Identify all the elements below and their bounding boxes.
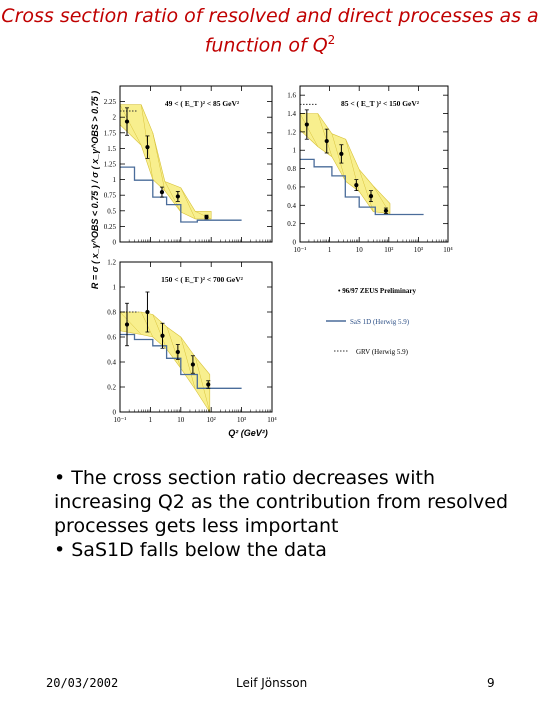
slide-title-superscript: 2 — [327, 33, 336, 47]
legend-entry-sas1d: SaS 1D (Herwig 5.9) — [350, 318, 410, 326]
y-tick-label: 2 — [113, 114, 117, 122]
x-tick-label: 10⁻¹ — [114, 416, 127, 424]
band-hatch-line — [195, 211, 212, 220]
band-hatch-line — [317, 113, 333, 157]
slide-title: Cross section ratio of resolved and dire… — [0, 4, 540, 57]
y-tick-label: 0 — [113, 239, 117, 247]
y-tick-label: 0.4 — [107, 359, 116, 367]
data-point — [206, 382, 211, 387]
band-hatch-line — [166, 326, 182, 369]
x-tick-label: 10 — [356, 246, 364, 254]
band-hatch-line — [331, 133, 346, 182]
y-tick-label: 1.2 — [287, 128, 296, 136]
y-tick-label: 1.5 — [107, 145, 116, 153]
y-tick-label: 1.25 — [104, 161, 117, 169]
data-point — [304, 122, 309, 127]
x-tick-label: 1 — [149, 416, 153, 424]
y-tick-label: 1.2 — [107, 259, 116, 267]
y-tick-label: 1.4 — [287, 110, 296, 118]
x-tick-label: 10² — [207, 416, 216, 424]
x-tick-label: 10³ — [237, 416, 246, 424]
bullet-item: • SaS1D falls below the data — [54, 539, 327, 561]
x-tick-label: 10 — [177, 416, 185, 424]
y-tick-label: 0.8 — [287, 165, 296, 173]
y-tick-label: 1.75 — [104, 129, 117, 137]
legend-entry-data: • 96/97 ZEUS Preliminary — [338, 287, 416, 295]
cross-section-ratio-figure: 0 0.25 0.5 0.75 1 1.25 1.5 1.75 2 2.25 49 < ( E_T … — [90, 85, 453, 438]
y-tick-label: 0 — [293, 239, 297, 247]
chart-legend: • 96/97 ZEUS Preliminary SaS 1D (Herwig 5… — [326, 287, 416, 356]
x-tick-label: 1 — [328, 246, 332, 254]
chart-panel-1: 0 0.25 0.5 0.75 1 1.25 1.5 1.75 2 2.25 49 < ( E_T … — [104, 85, 273, 247]
data-point — [368, 194, 374, 199]
data-point — [124, 119, 130, 124]
band-hatch-line — [119, 311, 142, 335]
y-tick-label: 2.25 — [104, 98, 117, 106]
x-axis-label: Q² (GeV²) — [228, 428, 268, 438]
grv-uncertainty-band — [119, 104, 212, 220]
panel-frame — [299, 85, 449, 243]
footer-page-number: 9 — [487, 676, 495, 690]
band-hatch-line — [180, 187, 196, 220]
band-hatch-line — [195, 356, 211, 413]
y-tick-label: 0.5 — [107, 207, 116, 215]
y-tick-label: 1 — [113, 284, 117, 292]
sas1d-prediction-line — [120, 333, 242, 389]
data-point — [324, 138, 329, 144]
band-hatch-line — [358, 169, 374, 212]
footer-date: 20/03/2002 — [46, 676, 119, 690]
data-point — [354, 183, 359, 188]
chart-panel-2: 0 0.2 0.4 0.6 0.8 1 1.2 1.4 1.6 10⁻¹ 1 10 10² 10³ 10⁴ 8… — [287, 85, 453, 254]
sas1d-prediction-line — [120, 166, 242, 223]
y-tick-label: 1 — [113, 176, 117, 184]
band-hatch-line — [152, 132, 166, 191]
panel-et-range-label: 150 < ( E_T )² < 700 GeV² — [161, 275, 244, 284]
data-point — [204, 214, 209, 220]
grv-uncertainty-band — [299, 113, 391, 214]
data-point — [175, 194, 180, 199]
x-tick-label: 10² — [384, 246, 393, 254]
data-point — [339, 151, 344, 157]
y-tick-label: 0.6 — [287, 183, 296, 191]
sas1d-prediction-line — [300, 158, 424, 216]
slide-title-text: Cross section ratio of resolved and dire… — [1, 5, 539, 57]
y-tick-label: 0.2 — [287, 220, 296, 228]
y-tick-label: 0.8 — [107, 309, 116, 317]
y-axis-label: R = σ ( x_γ^OBS < 0.75 ) / σ ( x_γ^OBS >… — [90, 91, 100, 289]
footer-author: Leif Jönsson — [236, 676, 308, 690]
data-point — [383, 208, 389, 213]
band-hatch-line — [299, 113, 319, 147]
data-point — [145, 309, 150, 315]
data-point — [159, 189, 165, 195]
y-tick-label: 0.25 — [104, 223, 117, 231]
bullet-item: • The cross section ratio decreases with… — [54, 467, 509, 537]
y-tick-label: 0 — [113, 409, 117, 417]
y-tick-label: 1.6 — [287, 92, 296, 100]
y-tick-label: 0.6 — [107, 334, 116, 342]
y-tick-label: 1 — [293, 147, 297, 155]
y-tick-label: 0.75 — [104, 192, 117, 200]
band-hatch-line — [164, 181, 182, 213]
x-tick-label: 10⁻¹ — [294, 246, 307, 254]
panel-et-range-label: 85 < ( E_T )² < 150 GeV² — [341, 99, 420, 108]
data-point — [124, 322, 130, 327]
data-point — [175, 349, 180, 355]
bullet-list: • The cross section ratio decreases with… — [54, 466, 538, 562]
panel-et-range-label: 49 < ( E_T )² < 85 GeV² — [165, 99, 240, 108]
x-tick-label: 10⁴ — [443, 246, 453, 254]
data-point — [190, 362, 195, 367]
data-point — [160, 333, 165, 338]
band-hatch-line — [373, 185, 391, 214]
x-tick-label: 10⁴ — [267, 416, 277, 424]
band-hatch-line — [152, 314, 168, 350]
band-hatch-line — [345, 139, 360, 192]
legend-entry-grv: GRV (Herwig 5.9) — [356, 348, 409, 356]
data-point — [145, 145, 150, 150]
y-tick-label: 0.4 — [287, 202, 296, 210]
grv-uncertainty-band — [119, 311, 211, 414]
y-tick-label: 0.2 — [107, 384, 116, 392]
x-tick-label: 10³ — [414, 246, 423, 254]
chart-panel-3: 0 0.2 0.4 0.6 0.8 1 1.2 10⁻¹ 1 10 10² 10³ 10⁴ 150 < (… — [107, 259, 277, 425]
band-hatch-line — [180, 336, 196, 390]
